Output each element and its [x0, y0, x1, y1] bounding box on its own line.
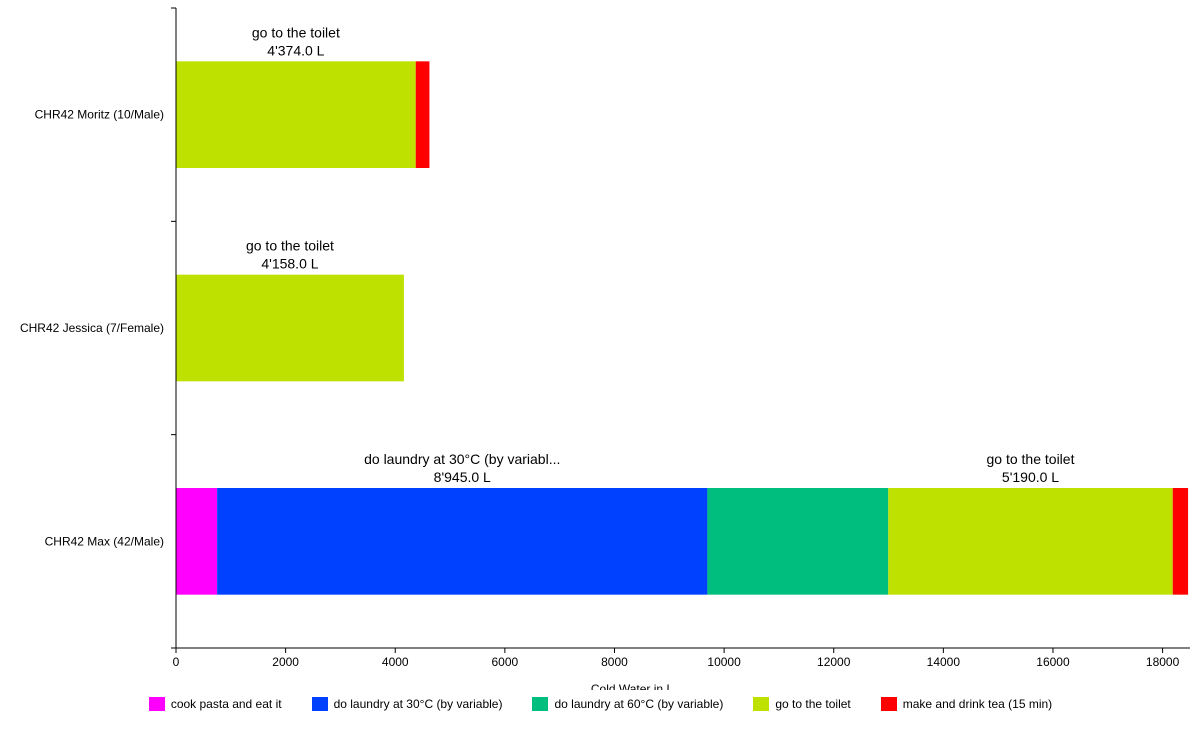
x-tick-label: 4000	[382, 655, 409, 669]
bar-segment	[217, 488, 708, 595]
bar-segment	[1172, 488, 1189, 595]
x-tick-label: 12000	[817, 655, 851, 669]
x-tick-label: 2000	[272, 655, 299, 669]
annotation-value: 4'158.0 L	[261, 256, 318, 272]
legend-item: do laundry at 60°C (by variable)	[532, 697, 723, 711]
legend-item: do laundry at 30°C (by variable)	[311, 697, 503, 711]
legend-label: do laundry at 30°C (by variable)	[333, 697, 503, 711]
bar-segment	[176, 61, 416, 169]
bar-chart: go to the toilet 4'374.0 L go to the toile…	[20, 7, 1190, 690]
legend-swatch	[148, 697, 165, 711]
annotation-label: go to the toilet	[246, 238, 334, 254]
annotation-label: go to the toilet	[252, 24, 340, 40]
annotation-value: 5'190.0 L	[1002, 469, 1059, 485]
legend-label: cook pasta and eat it	[170, 697, 282, 711]
x-tick-label: 18000	[1146, 655, 1180, 669]
x-axis-title: Cold Water in L	[591, 682, 674, 690]
bar-segment	[707, 488, 889, 595]
bar-segment	[176, 488, 218, 595]
bars-group	[176, 61, 1189, 595]
bar-segment	[888, 488, 1173, 595]
annotation-value: 4'374.0 L	[267, 42, 324, 58]
x-tick-label: 10000	[707, 655, 741, 669]
x-tick-label: 16000	[1036, 655, 1070, 669]
axes-group: CHR42 Moritz (10/Male) CHR42 Jessica (7/F…	[20, 7, 1190, 669]
annotation-label: do laundry at 30°C (by variabl...	[364, 451, 560, 467]
legend-label: make and drink tea (15 min)	[902, 697, 1053, 711]
category-label: CHR42 Jessica (7/Female)	[20, 321, 164, 335]
legend-swatch	[880, 697, 897, 711]
x-tick-label: 0	[173, 655, 180, 669]
legend-item: cook pasta and eat it	[148, 697, 282, 711]
annotation-value: 8'945.0 L	[434, 469, 491, 485]
x-tick-label: 8000	[601, 655, 628, 669]
category-label: CHR42 Max (42/Male)	[45, 534, 164, 548]
legend-item: make and drink tea (15 min)	[880, 697, 1053, 711]
annotation-label: go to the toilet	[987, 451, 1075, 467]
legend: cook pasta and eat it do laundry at 30°C …	[0, 692, 1201, 716]
legend-item: go to the toilet	[753, 697, 851, 711]
legend-label: go to the toilet	[775, 697, 851, 711]
bar-segment	[176, 274, 404, 382]
legend-swatch	[532, 697, 549, 711]
legend-swatch	[311, 697, 328, 711]
category-label: CHR42 Moritz (10/Male)	[35, 108, 164, 122]
bar-segment	[415, 61, 430, 169]
legend-label: do laundry at 60°C (by variable)	[554, 697, 724, 711]
annotations-group: go to the toilet 4'374.0 L go to the toile…	[246, 24, 1075, 485]
legend-swatch	[753, 697, 770, 711]
x-tick-label: 6000	[492, 655, 519, 669]
x-tick-label: 14000	[927, 655, 961, 669]
